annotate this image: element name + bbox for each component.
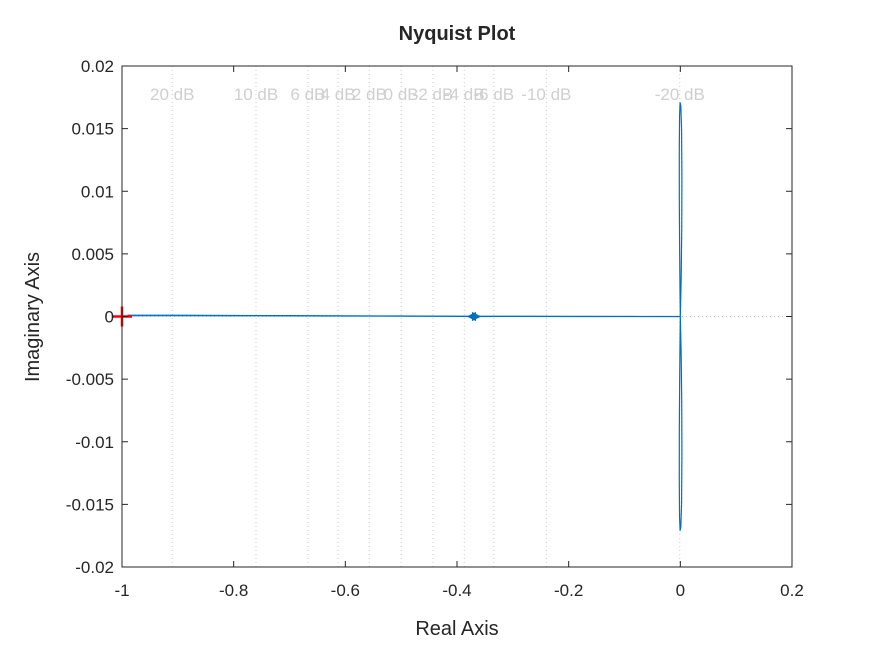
x-tick-label: 0.2 [780, 581, 804, 600]
y-tick-label: -0.005 [66, 370, 114, 389]
y-tick-label: 0.02 [81, 57, 114, 76]
y-tick-label: -0.01 [75, 433, 114, 452]
db-label: -20 dB [655, 85, 705, 104]
db-label: 6 dB [290, 85, 325, 104]
x-axis-label: Real Axis [415, 618, 498, 640]
x-tick-label: -0.4 [442, 581, 471, 600]
direction-arrow [472, 311, 482, 322]
y-tick-label: 0.005 [71, 245, 114, 264]
x-tick-label: -0.6 [331, 581, 360, 600]
x-tick-label: -0.8 [219, 581, 248, 600]
y-tick-label: 0 [105, 308, 114, 327]
y-tick-label: -0.015 [66, 495, 114, 514]
db-label: -4 dB [444, 85, 485, 104]
db-label: -2 dB [413, 85, 454, 104]
db-label: 2 dB [352, 85, 387, 104]
x-tick-label: -0.2 [554, 581, 583, 600]
y-axis-label: Imaginary Axis [22, 252, 44, 382]
db-label: -10 dB [521, 85, 571, 104]
x-tick-label: -1 [114, 581, 129, 600]
db-label: 10 dB [234, 85, 278, 104]
plot-area: 20 dB 10 dB 6 dB4 dB2 dB0 dB-2 dB-4 dB-6 d… [66, 57, 804, 600]
db-label: 20 dB [150, 85, 194, 104]
y-tick-label: 0.015 [71, 120, 114, 139]
chart-title: Nyquist Plot [399, 23, 516, 45]
db-label: -6 dB [474, 85, 515, 104]
y-tick-label: 0.01 [81, 182, 114, 201]
db-label: 0 dB [384, 85, 419, 104]
db-label: 4 dB [321, 85, 356, 104]
nyquist-real-branch [127, 315, 681, 318]
y-tick-label: -0.02 [75, 558, 114, 577]
x-tick-label: 0 [676, 581, 685, 600]
